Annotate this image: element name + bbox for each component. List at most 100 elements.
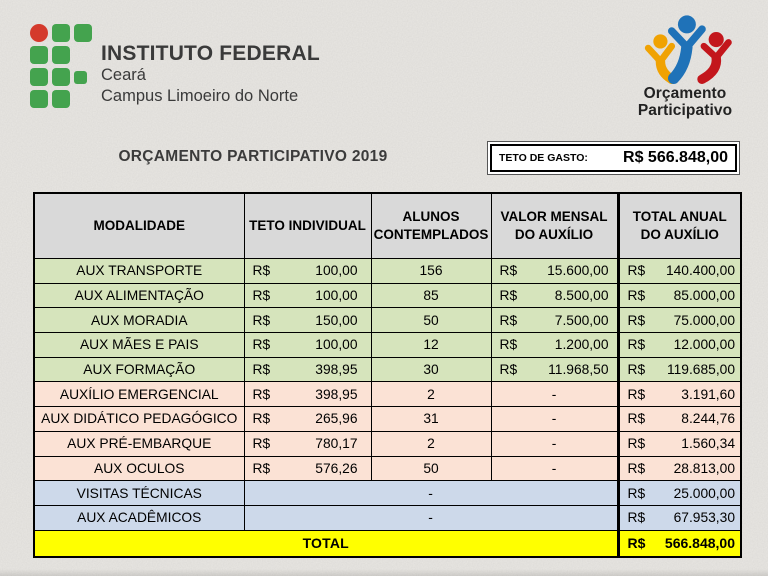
alunos-cell: 50 bbox=[370, 455, 492, 482]
currency-symbol: R$ bbox=[627, 337, 646, 353]
institution-region: Ceará bbox=[101, 66, 146, 85]
alunos-cell: 30 bbox=[370, 356, 492, 383]
amount-cell: R$ 1.560,34 bbox=[616, 430, 742, 457]
amount-cell: R$ 100,00 bbox=[243, 332, 372, 358]
amount-value: 140.400,00 bbox=[665, 263, 735, 279]
currency-symbol: R$ bbox=[627, 510, 646, 526]
op-logo-text-line1: Orçamento bbox=[643, 85, 727, 102]
modalidade-cell: AUXÍLIO EMERGENCIAL bbox=[33, 381, 245, 408]
table-row: AUX MORADIA R$ 150,00 50 R$ 7.500,00 R$ 75.000,… bbox=[33, 307, 742, 334]
logo-square bbox=[52, 68, 70, 86]
logo-square bbox=[30, 46, 48, 64]
header-alunos: ALUNOS CONTEMPLADOS bbox=[370, 192, 492, 259]
header-valor-mensal: VALOR MENSAL DO AUXÍLIO bbox=[490, 192, 619, 259]
amount-value: 11.968,50 bbox=[548, 362, 609, 378]
amount-cell: R$ 576,26 bbox=[243, 455, 372, 482]
alunos-cell: 2 bbox=[370, 430, 492, 457]
amount-cell: R$ 3.191,60 bbox=[616, 381, 742, 408]
currency-symbol: R$ bbox=[627, 362, 646, 378]
currency-symbol: R$ bbox=[499, 362, 518, 378]
amount-value: 100,00 bbox=[315, 263, 358, 279]
logo-square bbox=[74, 24, 92, 42]
amount-value: 398,95 bbox=[315, 362, 358, 378]
table-row: AUX ALIMENTAÇÃO R$ 100,00 85 R$ 8.500,00 R$ 85.… bbox=[33, 282, 742, 309]
currency-symbol: R$ bbox=[499, 263, 518, 279]
amount-value: 12.000,00 bbox=[673, 337, 735, 353]
header-teto-individual: TETO INDIVIDUAL bbox=[243, 192, 372, 259]
institution-campus: Campus Limoeiro do Norte bbox=[101, 86, 299, 105]
logo-square bbox=[52, 46, 70, 64]
amount-cell: R$ 566.848,00 bbox=[616, 529, 742, 558]
currency-symbol: R$ bbox=[252, 288, 271, 304]
currency-symbol: R$ bbox=[627, 436, 646, 452]
header-modalidade: MODALIDADE bbox=[33, 192, 245, 259]
logo-square-small bbox=[74, 70, 87, 84]
amount-value: 8.244,76 bbox=[681, 411, 735, 427]
logo-square bbox=[30, 90, 48, 108]
modalidade-cell: AUX PRÉ-EMBARQUE bbox=[33, 430, 245, 457]
table-row: AUX PRÉ-EMBARQUE R$ 780,17 2- R$ 1.560,34 bbox=[33, 430, 742, 457]
ifce-logo-icon bbox=[30, 24, 92, 108]
table-header: MODALIDADE TETO INDIVIDUAL ALUNOS CONTEM… bbox=[33, 192, 742, 259]
orcamento-participativo-logo: Orçamento Participativo bbox=[626, 12, 744, 119]
currency-symbol: R$ bbox=[627, 485, 646, 501]
amount-cell: - bbox=[490, 430, 619, 457]
amount-cell: R$ 75.000,00 bbox=[616, 307, 742, 334]
amount-cell: R$ 150,00 bbox=[243, 307, 372, 334]
amount-value: 265,96 bbox=[315, 411, 358, 427]
merged-dash-cell: - bbox=[243, 504, 619, 531]
currency-symbol: R$ bbox=[252, 460, 271, 476]
currency-symbol: R$ bbox=[252, 386, 271, 402]
amount-value: 8.500,00 bbox=[554, 288, 609, 304]
page-title: ORÇAMENTO PARTICIPATIVO 2019 bbox=[118, 148, 388, 165]
amount-cell: R$ 67.953,30 bbox=[616, 504, 742, 531]
currency-symbol: R$ bbox=[499, 288, 518, 304]
amount-cell: R$ 25.000,00 bbox=[616, 480, 742, 506]
amount-cell: - bbox=[490, 455, 619, 482]
amount-cell: R$ 100,00 bbox=[243, 282, 372, 309]
alunos-cell: 50 bbox=[370, 307, 492, 334]
three-people-icon bbox=[644, 15, 732, 84]
alunos-cell: 12 bbox=[370, 332, 492, 358]
currency-symbol: R$ bbox=[627, 263, 646, 279]
amount-value: 576,26 bbox=[315, 460, 358, 476]
amount-value: 7.500,00 bbox=[554, 312, 609, 328]
modalidade-cell: AUX TRANSPORTE bbox=[33, 258, 245, 284]
logo-square bbox=[30, 68, 48, 86]
spending-cap-box: TETO DE GASTO: R$ 566.848,00 bbox=[487, 141, 740, 175]
op-logo-text-line2: Participativo bbox=[637, 101, 733, 119]
currency-symbol: R$ bbox=[252, 337, 271, 353]
currency-symbol: R$ bbox=[499, 337, 518, 353]
currency-symbol: R$ bbox=[627, 312, 646, 328]
amount-cell: R$ 398,95 bbox=[243, 356, 372, 383]
amount-cell: R$ 8.244,76 bbox=[616, 406, 742, 432]
amount-value: 566.848,00 bbox=[664, 535, 735, 552]
table-row: AUX ACADÊMICOS - R$ 67.953,30 bbox=[33, 504, 742, 531]
spending-cap-label: TETO DE GASTO: bbox=[499, 152, 588, 164]
currency-symbol: R$ bbox=[252, 312, 271, 328]
modalidade-cell: AUX MORADIA bbox=[33, 307, 245, 334]
currency-symbol: R$ bbox=[627, 386, 646, 402]
amount-value: 67.953,30 bbox=[673, 510, 735, 526]
amount-cell: R$ 11.968,50 bbox=[490, 356, 619, 383]
amount-cell: R$ 140.400,00 bbox=[616, 258, 742, 284]
amount-value: 1.560,34 bbox=[681, 436, 735, 452]
institution-name: INSTITUTO FEDERAL bbox=[101, 42, 320, 65]
amount-cell: R$ 12.000,00 bbox=[616, 332, 742, 358]
amount-value: 119.685,00 bbox=[666, 362, 735, 378]
currency-symbol: R$ bbox=[252, 436, 271, 452]
amount-cell: R$ 119.685,00 bbox=[616, 356, 742, 383]
header-total-anual: TOTAL ANUAL DO AUXÍLIO bbox=[616, 192, 742, 259]
currency-symbol: R$ bbox=[627, 288, 646, 304]
amount-value: 15.600,00 bbox=[547, 263, 609, 279]
amount-cell: R$ 265,96 bbox=[243, 406, 372, 432]
currency-symbol: R$ bbox=[252, 362, 271, 378]
amount-cell: R$ 780,17 bbox=[243, 430, 372, 457]
amount-cell: R$ 100,00 bbox=[243, 258, 372, 284]
currency-symbol: R$ bbox=[252, 411, 271, 427]
table-row: AUX OCULOS R$ 576,26 50- R$ 28.813,00 bbox=[33, 455, 742, 482]
modalidade-cell: AUX ACADÊMICOS bbox=[33, 504, 245, 531]
modalidade-cell: AUX ALIMENTAÇÃO bbox=[33, 282, 245, 309]
modalidade-cell: AUX OCULOS bbox=[33, 455, 245, 482]
